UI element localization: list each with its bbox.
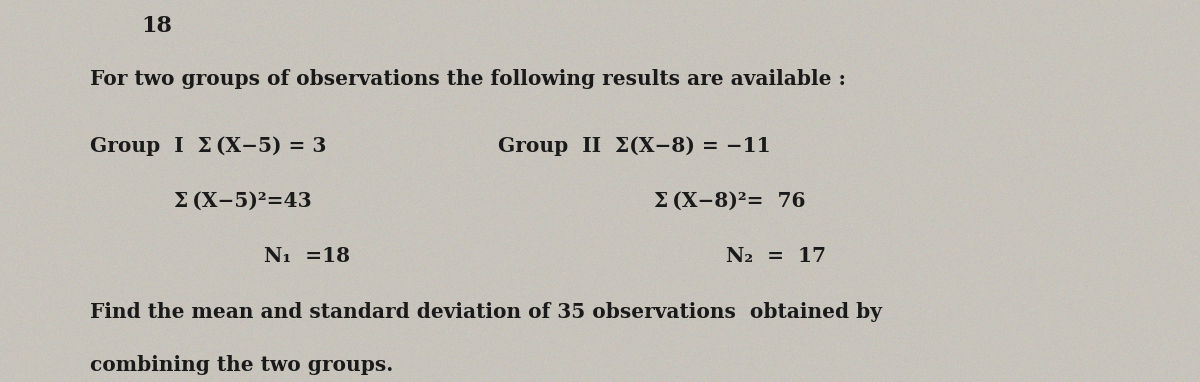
Text: For two groups of observations the following results are available :: For two groups of observations the follo… bbox=[90, 69, 846, 89]
Text: Group  II  Σ(X−8) = −11: Group II Σ(X−8) = −11 bbox=[498, 136, 770, 155]
Text: combining the two groups.: combining the two groups. bbox=[90, 355, 394, 375]
Text: N₁  =18: N₁ =18 bbox=[264, 246, 350, 266]
Text: N₂  =  17: N₂ = 17 bbox=[726, 246, 826, 266]
Text: Group  I  Σ (X−5) = 3: Group I Σ (X−5) = 3 bbox=[90, 136, 326, 155]
Text: Find the mean and standard deviation of 35 observations  obtained by: Find the mean and standard deviation of … bbox=[90, 302, 882, 322]
Text: Σ (X−8)²=  76: Σ (X−8)²= 76 bbox=[654, 191, 805, 211]
Text: 18: 18 bbox=[142, 15, 173, 37]
Text: Σ (X−5)²=43: Σ (X−5)²=43 bbox=[174, 191, 312, 211]
